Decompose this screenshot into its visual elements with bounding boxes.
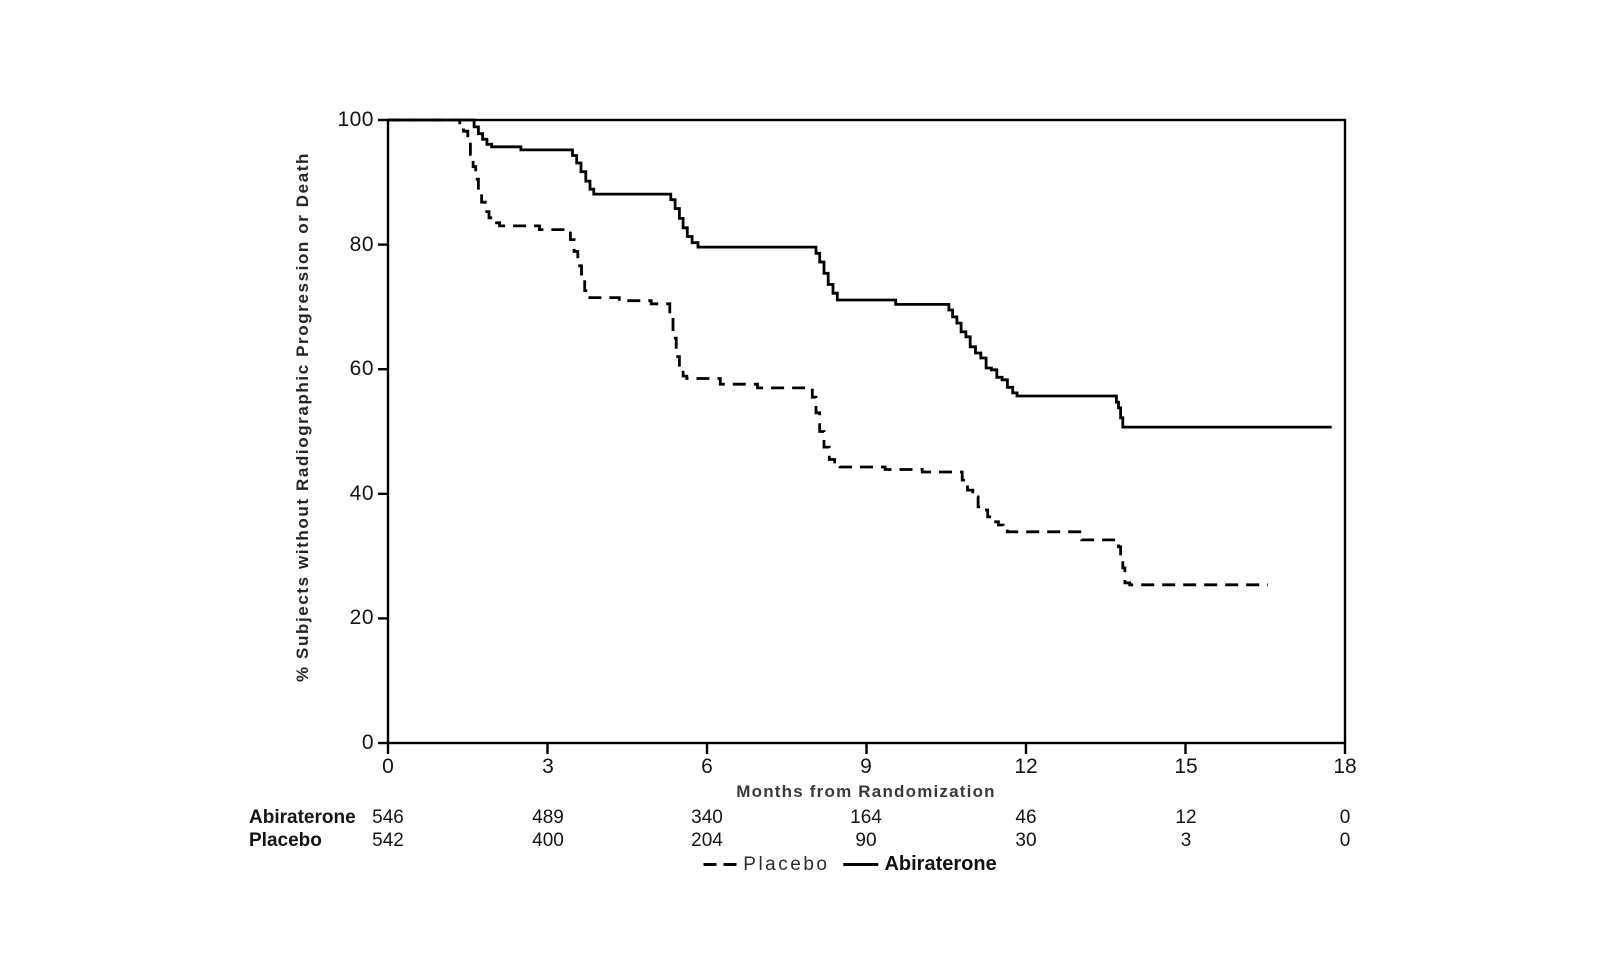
at-risk-placebo-m12: 30: [1015, 830, 1037, 851]
legend-label-abiraterone: Abiraterone: [884, 853, 997, 875]
x-tick-15: 15: [1174, 755, 1198, 778]
y-tick-100: 100: [337, 108, 374, 131]
at-risk-abiraterone-m3: 489: [532, 807, 564, 828]
at-risk-placebo-m3: 400: [532, 830, 564, 851]
at-risk-abiraterone-m9: 164: [850, 807, 882, 828]
x-axis-title: Months from Randomization: [736, 782, 996, 801]
x-tick-0: 0: [382, 755, 394, 778]
x-tick-3: 3: [542, 755, 554, 778]
x-tick-12: 12: [1014, 755, 1038, 778]
at-risk-placebo-m9: 90: [855, 830, 877, 851]
plot-frame: [386, 118, 1347, 745]
x-tick-9: 9: [860, 755, 872, 778]
legend-label-placebo: Placebo: [743, 853, 830, 875]
at-risk-abiraterone-m6: 340: [691, 807, 723, 828]
abiraterone-solid-line-sample-icon: [843, 863, 879, 866]
at-risk-placebo-m0: 542: [372, 830, 404, 851]
x-tick-18: 18: [1333, 755, 1357, 778]
at-risk-row-label-abiraterone: Abiraterone: [249, 807, 356, 828]
at-risk-abiraterone-m18: 0: [1339, 807, 1351, 828]
y-axis-title: % Subjects without Radiographic Progress…: [293, 152, 312, 682]
y-tick-20: 20: [349, 606, 374, 629]
x-tick-6: 6: [701, 755, 713, 778]
y-tick-40: 40: [349, 482, 374, 505]
legend: Placebo Abiraterone: [703, 853, 997, 876]
at-risk-row-label-placebo: Placebo: [249, 830, 322, 851]
y-tick-80: 80: [349, 233, 374, 256]
at-risk-placebo-m18: 0: [1339, 830, 1351, 851]
placebo-curve: [388, 118, 1268, 587]
at-risk-abiraterone-m0: 546: [372, 807, 404, 828]
placebo-dashed-line-sample-icon: [703, 863, 738, 866]
abiraterone-curve: [388, 118, 1332, 429]
at-risk-abiraterone-m12: 46: [1015, 807, 1037, 828]
at-risk-placebo-m15: 3: [1180, 830, 1192, 851]
y-tick-60: 60: [349, 357, 374, 380]
at-risk-abiraterone-m15: 12: [1175, 807, 1197, 828]
at-risk-placebo-m6: 204: [691, 830, 723, 851]
y-tick-0: 0: [361, 731, 374, 754]
